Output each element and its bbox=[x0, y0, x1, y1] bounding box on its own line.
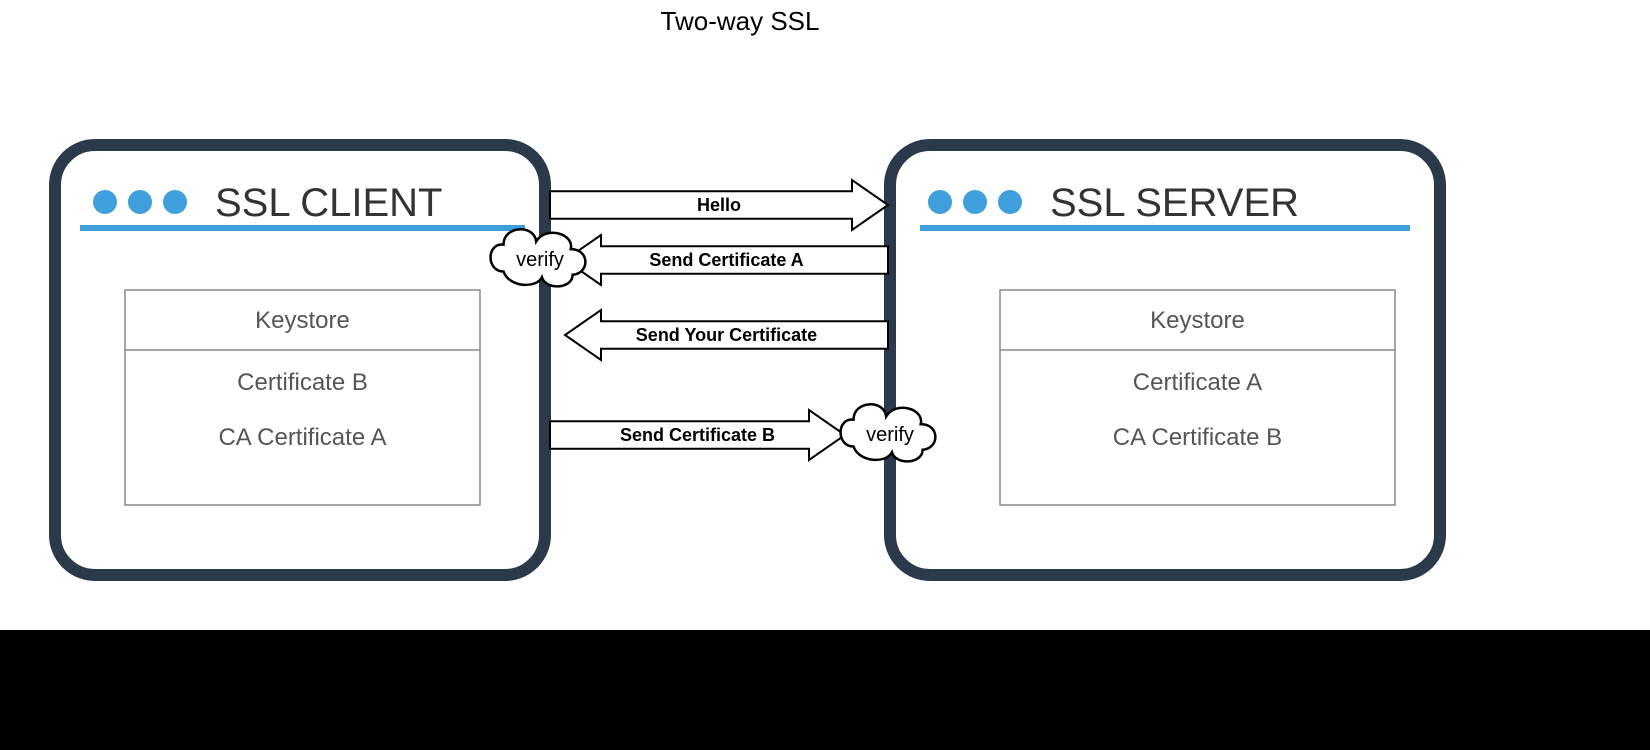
client-dot-3 bbox=[163, 190, 187, 214]
server-title: SSL SERVER bbox=[1050, 181, 1299, 225]
server-keystore-header: Keystore bbox=[1150, 307, 1245, 334]
arrow-3-label: Send Certificate B bbox=[620, 425, 775, 445]
cloud-1-label: verify bbox=[866, 424, 914, 446]
client-title: SSL CLIENT bbox=[215, 181, 442, 225]
server-keystore-line-1: CA Certificate B bbox=[1113, 424, 1282, 451]
client-keystore-line-1: CA Certificate A bbox=[218, 424, 386, 451]
arrow-2-label: Send Your Certificate bbox=[636, 325, 817, 345]
arrow-0-label: Hello bbox=[697, 195, 741, 215]
client-keystore-line-0: Certificate B bbox=[237, 369, 368, 396]
diagram-title: Two-way SSL bbox=[661, 6, 820, 36]
server-keystore-line-0: Certificate A bbox=[1133, 369, 1262, 396]
server-dot-2 bbox=[963, 190, 987, 214]
client-dot-2 bbox=[128, 190, 152, 214]
server-dot-3 bbox=[998, 190, 1022, 214]
server-dot-1 bbox=[928, 190, 952, 214]
client-dot-1 bbox=[93, 190, 117, 214]
bottom-strip bbox=[0, 630, 1650, 750]
arrow-1-label: Send Certificate A bbox=[649, 250, 803, 270]
client-keystore-header: Keystore bbox=[255, 307, 350, 334]
cloud-0-label: verify bbox=[516, 249, 564, 271]
